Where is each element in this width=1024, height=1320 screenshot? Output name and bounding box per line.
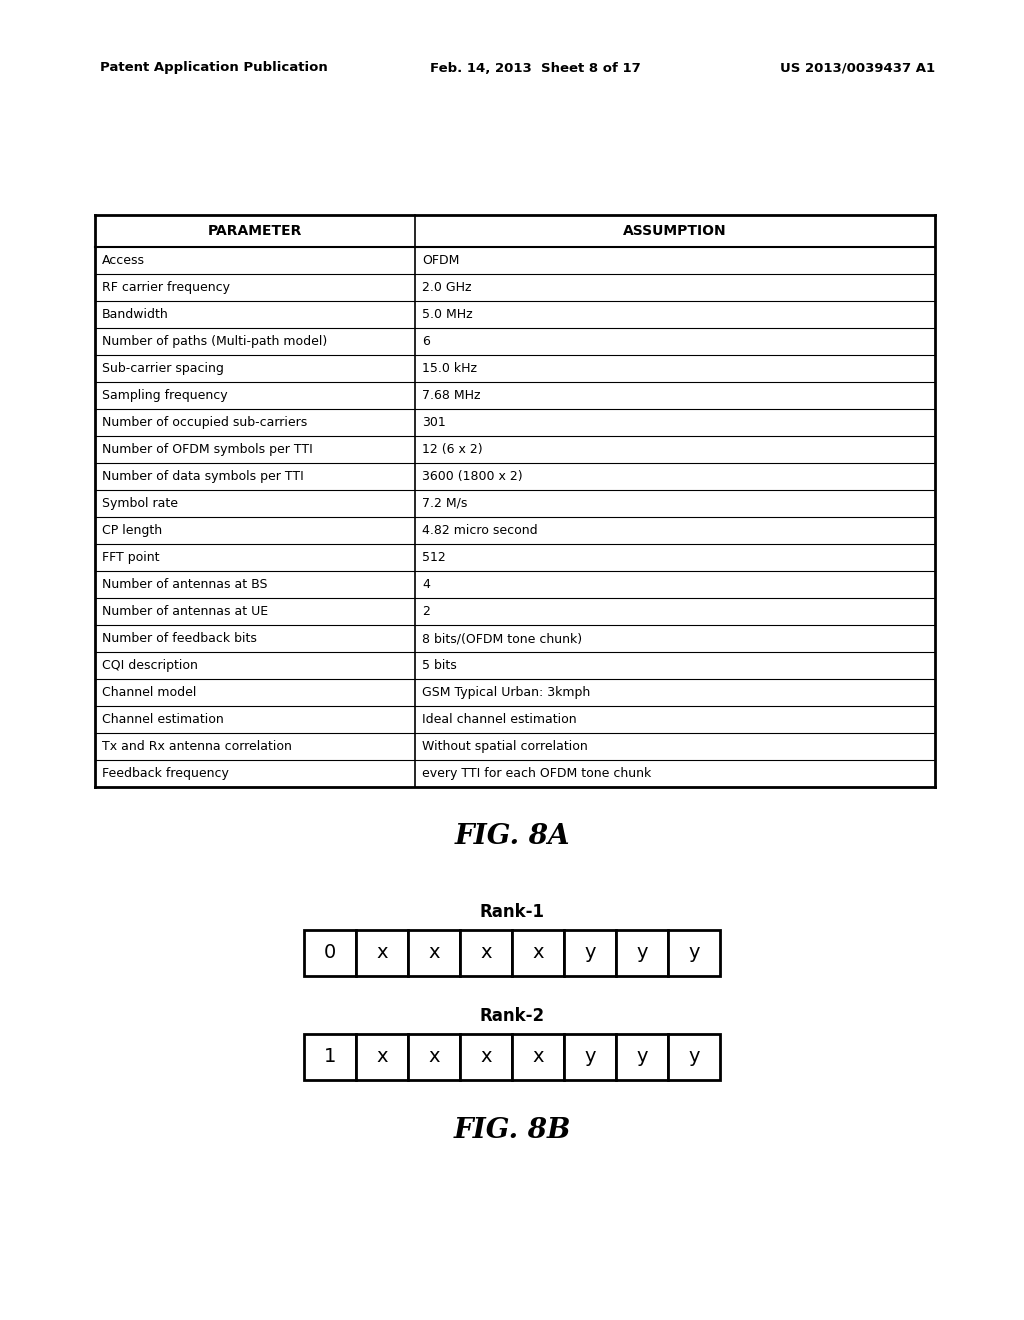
Text: Tx and Rx antenna correlation: Tx and Rx antenna correlation: [102, 741, 292, 752]
Text: 7.68 MHz: 7.68 MHz: [422, 389, 480, 403]
Text: Number of data symbols per TTI: Number of data symbols per TTI: [102, 470, 304, 483]
Text: Rank-1: Rank-1: [479, 903, 545, 921]
Text: Patent Application Publication: Patent Application Publication: [100, 62, 328, 74]
Text: FIG. 8B: FIG. 8B: [454, 1117, 570, 1143]
Text: Symbol rate: Symbol rate: [102, 498, 178, 510]
Text: 2: 2: [422, 605, 430, 618]
Bar: [460, 931, 512, 975]
Text: y: y: [688, 944, 699, 962]
Text: 6: 6: [422, 335, 430, 348]
Text: CQI description: CQI description: [102, 659, 198, 672]
Text: Rank-2: Rank-2: [479, 1007, 545, 1026]
Text: 7.2 M/s: 7.2 M/s: [422, 498, 467, 510]
Bar: [564, 1034, 616, 1080]
Text: Without spatial correlation: Without spatial correlation: [422, 741, 588, 752]
Text: Sampling frequency: Sampling frequency: [102, 389, 227, 403]
Text: x: x: [428, 1048, 439, 1067]
Text: Number of OFDM symbols per TTI: Number of OFDM symbols per TTI: [102, 444, 312, 455]
Text: every TTI for each OFDM tone chunk: every TTI for each OFDM tone chunk: [422, 767, 651, 780]
Bar: [668, 931, 720, 975]
Text: 4: 4: [422, 578, 430, 591]
Text: Access: Access: [102, 253, 145, 267]
Text: Channel estimation: Channel estimation: [102, 713, 224, 726]
Text: 2.0 GHz: 2.0 GHz: [422, 281, 471, 294]
Text: Feedback frequency: Feedback frequency: [102, 767, 229, 780]
Bar: [408, 931, 460, 975]
Text: Ideal channel estimation: Ideal channel estimation: [422, 713, 577, 726]
Bar: [356, 1034, 408, 1080]
Text: 0: 0: [324, 944, 336, 962]
Text: Sub-carrier spacing: Sub-carrier spacing: [102, 362, 224, 375]
Text: GSM Typical Urban: 3kmph: GSM Typical Urban: 3kmph: [422, 686, 590, 700]
Text: 1: 1: [324, 1048, 336, 1067]
Bar: [668, 1034, 720, 1080]
Bar: [564, 931, 616, 975]
Text: 12 (6 x 2): 12 (6 x 2): [422, 444, 482, 455]
Text: Number of feedback bits: Number of feedback bits: [102, 632, 257, 645]
Text: US 2013/0039437 A1: US 2013/0039437 A1: [780, 62, 935, 74]
Text: Bandwidth: Bandwidth: [102, 308, 169, 321]
Text: FFT point: FFT point: [102, 550, 160, 564]
Text: 301: 301: [422, 416, 445, 429]
Bar: [512, 1034, 564, 1080]
Text: 15.0 kHz: 15.0 kHz: [422, 362, 477, 375]
Text: x: x: [532, 1048, 544, 1067]
Text: 8 bits/(OFDM tone chunk): 8 bits/(OFDM tone chunk): [422, 632, 582, 645]
Text: CP length: CP length: [102, 524, 162, 537]
Text: PARAMETER: PARAMETER: [208, 224, 302, 238]
Text: y: y: [585, 944, 596, 962]
Bar: [356, 931, 408, 975]
Text: Channel model: Channel model: [102, 686, 197, 700]
Bar: [616, 931, 668, 975]
Text: y: y: [636, 944, 648, 962]
Text: y: y: [585, 1048, 596, 1067]
Bar: [512, 931, 564, 975]
Text: y: y: [688, 1048, 699, 1067]
Text: Number of paths (Multi-path model): Number of paths (Multi-path model): [102, 335, 328, 348]
Text: Number of antennas at BS: Number of antennas at BS: [102, 578, 267, 591]
Text: ASSUMPTION: ASSUMPTION: [624, 224, 727, 238]
Bar: [616, 1034, 668, 1080]
Text: 5.0 MHz: 5.0 MHz: [422, 308, 473, 321]
Bar: [408, 1034, 460, 1080]
Text: FIG. 8A: FIG. 8A: [455, 824, 569, 850]
Bar: [304, 931, 356, 975]
Text: 3600 (1800 x 2): 3600 (1800 x 2): [422, 470, 522, 483]
Text: x: x: [480, 944, 492, 962]
Text: x: x: [480, 1048, 492, 1067]
Text: x: x: [376, 1048, 388, 1067]
Text: 5 bits: 5 bits: [422, 659, 457, 672]
Text: 4.82 micro second: 4.82 micro second: [422, 524, 538, 537]
Text: x: x: [376, 944, 388, 962]
Text: x: x: [532, 944, 544, 962]
Text: Number of occupied sub-carriers: Number of occupied sub-carriers: [102, 416, 307, 429]
Bar: [304, 1034, 356, 1080]
Text: RF carrier frequency: RF carrier frequency: [102, 281, 230, 294]
Text: x: x: [428, 944, 439, 962]
Text: Number of antennas at UE: Number of antennas at UE: [102, 605, 268, 618]
Bar: [460, 1034, 512, 1080]
Text: OFDM: OFDM: [422, 253, 460, 267]
Text: Feb. 14, 2013  Sheet 8 of 17: Feb. 14, 2013 Sheet 8 of 17: [430, 62, 641, 74]
Text: y: y: [636, 1048, 648, 1067]
Text: 512: 512: [422, 550, 445, 564]
